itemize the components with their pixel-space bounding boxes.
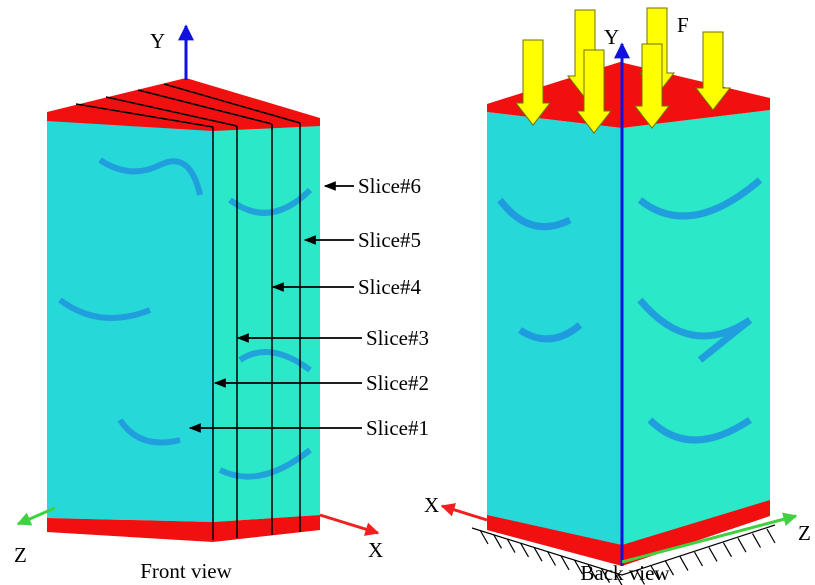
slice-label: Slice#1 [366,416,429,440]
front-block: Y Z X Front view Slice#1 Slice#2 Slice#3 Sl… [14,26,429,583]
x-axis [442,506,487,520]
side-face [213,122,320,522]
figure: Y Z X Front view Slice#1 Slice#2 Slice#3 Sl… [0,0,815,585]
slice-label: Slice#5 [358,228,421,252]
slice-label: Slice#6 [358,174,421,198]
force-label: F [677,13,689,37]
back-block: Y F X Z Back view [424,8,811,585]
axis-label: Z [798,521,811,545]
axis-label: X [368,538,383,562]
axis-label: Y [150,29,165,53]
caption: Back view [580,561,670,585]
caption: Front view [140,559,232,583]
axis-label: Y [604,25,619,49]
top-face [47,78,320,131]
slice-label: Slice#3 [366,326,429,350]
x-axis [320,515,378,533]
axis-label: X [424,493,439,517]
slice-label: Slice#4 [358,275,421,299]
slice-label: Slice#2 [366,371,429,395]
front-face [47,120,213,522]
axis-label: Z [14,543,27,567]
